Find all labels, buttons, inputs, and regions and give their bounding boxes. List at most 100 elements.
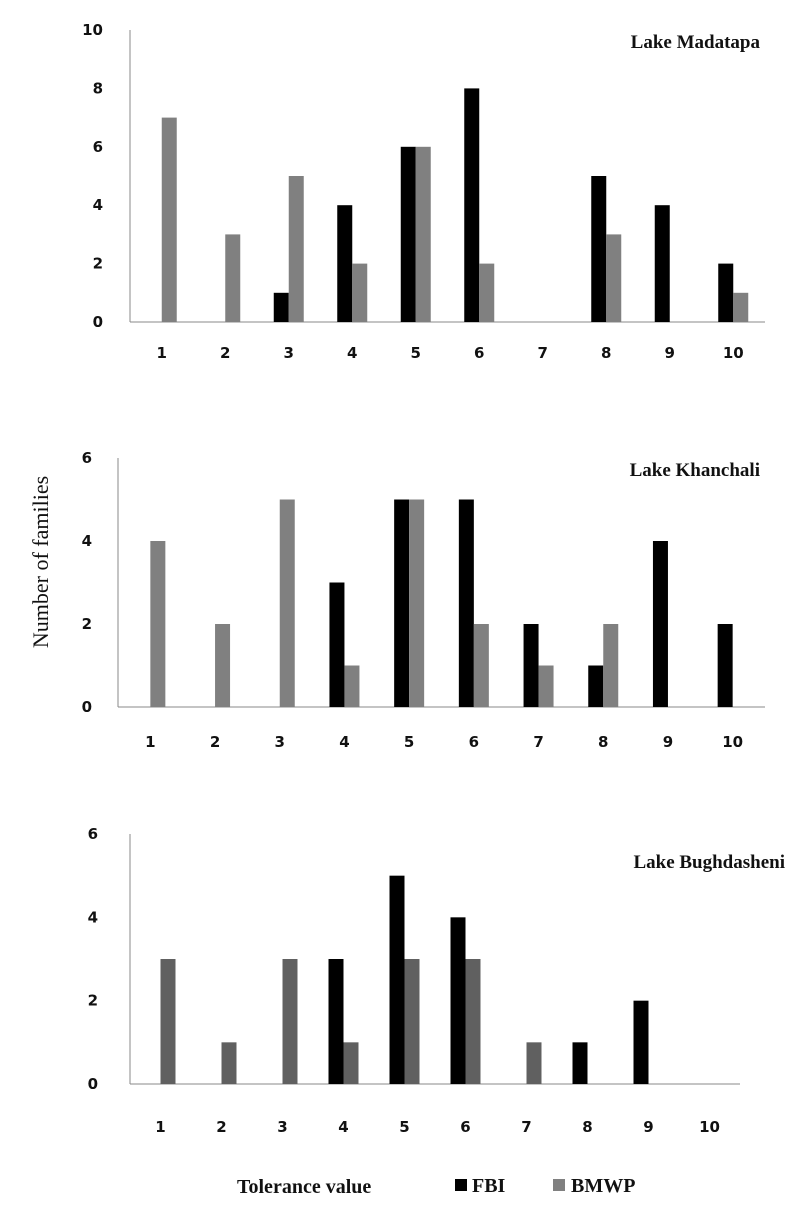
panel-3: 0 2 4 6 1 2 3 4 5 6 7 8 9 10 Lake Bughdasheni xyxy=(88,825,785,1136)
x-tick-label: 6 xyxy=(460,1118,470,1136)
y-tick-label: 2 xyxy=(88,992,98,1010)
bar-bmwp-10 xyxy=(733,292,749,322)
bar-bmwp-8 xyxy=(606,234,622,322)
bar-fbi-5 xyxy=(400,146,416,322)
bar-bmwp-3 xyxy=(288,176,304,322)
bar-bmwp-2 xyxy=(221,1042,237,1084)
bar-bmwp-5 xyxy=(404,959,420,1084)
bar-bmwp-1 xyxy=(161,117,177,322)
bar-fbi-5 xyxy=(389,875,405,1084)
y-tick-label: 4 xyxy=(93,196,103,214)
x-tick-label: 7 xyxy=(538,344,548,362)
x-tick-label: 2 xyxy=(210,733,220,751)
y-axis-label: Number of families xyxy=(28,476,53,648)
legend-swatch-bmwp xyxy=(553,1179,565,1191)
bar-bmwp-7 xyxy=(526,1042,542,1084)
y-tick-label: 2 xyxy=(82,615,92,633)
x-tick-label: 4 xyxy=(339,733,349,751)
bar-bmwp-3 xyxy=(279,499,295,707)
panel-title: Lake Madatapa xyxy=(631,32,761,53)
bar-fbi-6 xyxy=(464,88,480,323)
x-tick-label: 4 xyxy=(338,1118,348,1136)
bar-fbi-10 xyxy=(717,624,733,707)
x-tick-label: 2 xyxy=(220,344,230,362)
x-tick-label: 9 xyxy=(643,1118,653,1136)
legend-label-fbi: FBI xyxy=(472,1175,506,1197)
y-tick-label: 6 xyxy=(82,449,92,467)
x-tick-label: 8 xyxy=(582,1118,592,1136)
x-tick-label: 2 xyxy=(216,1118,226,1136)
bar-fbi-4 xyxy=(329,582,345,707)
legend-label-bmwp: BMWP xyxy=(571,1175,635,1197)
x-tick-label: 3 xyxy=(284,344,294,362)
bar-bmwp-2 xyxy=(225,234,241,322)
bar-bmwp-4 xyxy=(344,665,360,707)
x-tick-label: 1 xyxy=(155,1118,165,1136)
bar-fbi-3 xyxy=(273,292,289,322)
bar-fbi-8 xyxy=(588,665,604,707)
x-tick-label: 10 xyxy=(699,1118,720,1136)
y-tick-label: 2 xyxy=(93,255,103,273)
x-tick-label: 9 xyxy=(665,344,675,362)
bar-fbi-9 xyxy=(654,205,670,322)
x-tick-label: 3 xyxy=(275,733,285,751)
panel-2: 0 2 4 6 1 2 3 4 5 6 7 8 9 10 Lake Khanchali xyxy=(82,449,765,751)
y-tick-label: 6 xyxy=(93,138,103,156)
y-tick-label: 4 xyxy=(82,532,92,550)
panel-title: Lake Khanchali xyxy=(630,460,760,481)
bar-bmwp-5 xyxy=(415,146,431,322)
y-tick-label: 4 xyxy=(88,908,98,926)
footer: Tolerance value FBI BMWP xyxy=(237,1175,635,1198)
bar-fbi-9 xyxy=(633,1000,649,1084)
bar-fbi-4 xyxy=(337,205,353,322)
y-tick-label: 10 xyxy=(82,21,103,39)
x-tick-label: 6 xyxy=(469,733,479,751)
x-tick-label: 5 xyxy=(411,344,421,362)
bar-bmwp-3 xyxy=(282,959,298,1084)
bar-bmwp-4 xyxy=(352,263,368,322)
x-tick-label: 8 xyxy=(598,733,608,751)
y-tick-label: 8 xyxy=(93,79,103,97)
bar-bmwp-2 xyxy=(215,624,231,707)
bar-bmwp-7 xyxy=(538,665,554,707)
bar-bmwp-1 xyxy=(150,541,166,707)
bar-fbi-8 xyxy=(572,1042,588,1084)
x-tick-label: 3 xyxy=(277,1118,287,1136)
y-tick-label: 0 xyxy=(93,313,103,331)
y-tick-label: 6 xyxy=(88,825,98,843)
x-tick-label: 8 xyxy=(601,344,611,362)
x-tick-label: 4 xyxy=(347,344,357,362)
x-axis-label: Tolerance value xyxy=(237,1176,371,1198)
legend-swatch-fbi xyxy=(455,1179,467,1191)
bar-fbi-6 xyxy=(458,499,474,707)
x-tick-label: 6 xyxy=(474,344,484,362)
x-tick-label: 5 xyxy=(399,1118,409,1136)
bar-fbi-10 xyxy=(718,263,734,322)
bar-bmwp-4 xyxy=(343,1042,359,1084)
bar-fbi-8 xyxy=(591,176,607,322)
y-tick-label: 0 xyxy=(82,698,92,716)
bar-bmwp-6 xyxy=(465,959,481,1084)
x-tick-label: 5 xyxy=(404,733,414,751)
bar-bmwp-6 xyxy=(479,263,495,322)
panel-title: Lake Bughdasheni xyxy=(633,852,785,873)
x-tick-label: 7 xyxy=(533,733,543,751)
bar-fbi-5 xyxy=(394,499,410,707)
bar-bmwp-1 xyxy=(160,959,176,1084)
bar-fbi-7 xyxy=(523,624,539,707)
y-tick-label: 0 xyxy=(88,1075,98,1093)
x-tick-label: 7 xyxy=(521,1118,531,1136)
bar-bmwp-5 xyxy=(409,499,425,707)
x-tick-label: 1 xyxy=(145,733,155,751)
bar-fbi-9 xyxy=(652,541,668,707)
x-tick-label: 10 xyxy=(722,733,743,751)
bar-fbi-6 xyxy=(450,917,466,1084)
bar-bmwp-6 xyxy=(473,624,489,707)
bar-fbi-4 xyxy=(328,959,344,1084)
bar-bmwp-8 xyxy=(603,624,619,707)
x-tick-label: 10 xyxy=(723,344,744,362)
x-tick-label: 9 xyxy=(663,733,673,751)
